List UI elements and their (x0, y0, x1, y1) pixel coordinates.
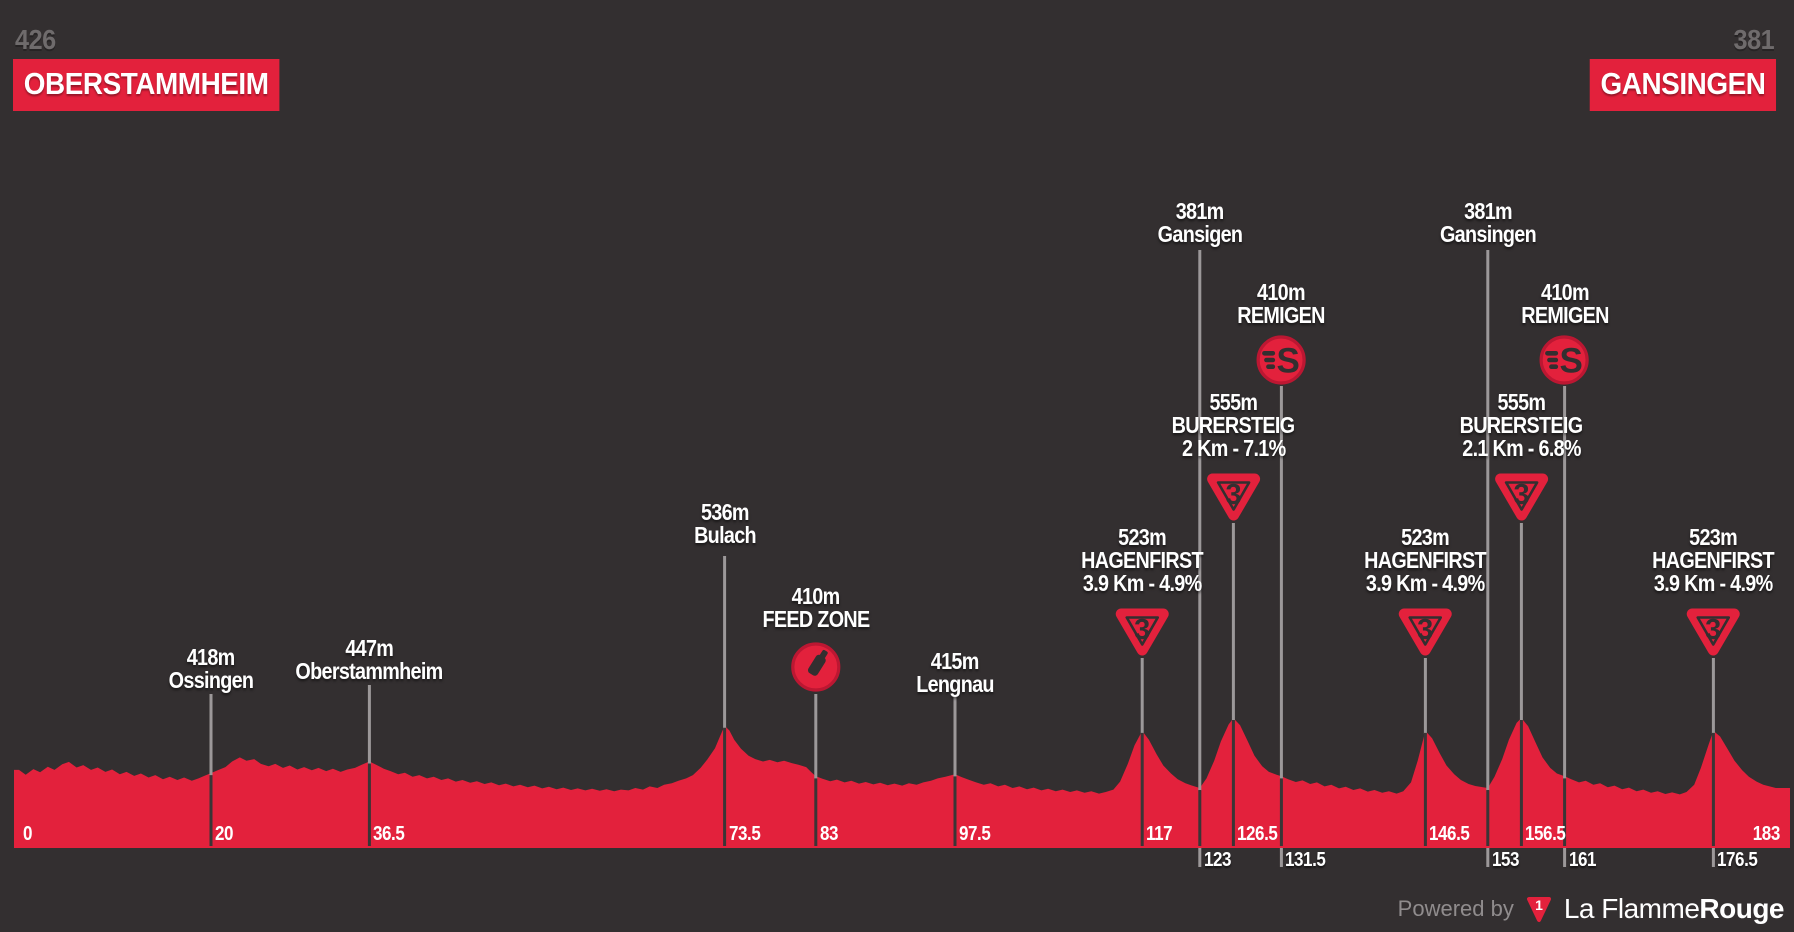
marker-remigen: 410m REMIGEN S (1231, 281, 1333, 386)
svg-text:3: 3 (1417, 614, 1433, 646)
axis-tick-156.5: 156.5 (1525, 823, 1566, 845)
sprint-icon: S (1539, 335, 1590, 385)
axis-tick-73.5: 73.5 (728, 823, 761, 845)
la-flamme-rouge-logo-icon: 1 (1526, 897, 1551, 922)
marker-name: Gansigen (1157, 221, 1243, 247)
svg-text:S: S (1277, 342, 1300, 381)
start-elevation: 426 (15, 24, 56, 55)
marker-name: HAGENFIRST (1652, 547, 1775, 573)
marker-name: FEED ZONE (762, 606, 870, 632)
marker-elevation: 418m (187, 644, 236, 670)
svg-text:S: S (1560, 342, 1583, 381)
marker-name: HAGENFIRST (1081, 547, 1204, 573)
marker-lengnau: 415m Lengnau (910, 650, 1000, 696)
marker-elevation: 381m (1463, 198, 1513, 224)
marker-elevation: 415m (931, 648, 980, 674)
marker-elevation: 410m (1257, 279, 1306, 305)
elevation-area (14, 718, 1790, 848)
sprint-icon: S (1256, 335, 1306, 385)
finish-block: 381 GANSINGEN (1569, 24, 1776, 111)
marker-name: Oberstammheim (295, 658, 444, 684)
axis-tick-126.5: 126.5 (1237, 823, 1278, 845)
marker-elevation: 410m (791, 583, 841, 609)
marker-name: Lengnau (916, 671, 994, 697)
marker-hagenfirst: 523m HAGENFIRST 3.9 Km - 4.9% 3 (1643, 526, 1785, 658)
marker-elevation: 536m (700, 499, 750, 525)
category-3-climb-icon: 3 (1115, 608, 1169, 656)
marker-elevation: 381m (1175, 198, 1225, 224)
start-town-badge: OBERSTAMMHEIM (13, 59, 280, 111)
axis-tick-183: 183 (1752, 823, 1781, 845)
category-3-climb-icon: 3 (1686, 608, 1740, 656)
brand-name: La FlammeRouge (1563, 893, 1785, 924)
marker-feed-zone: 410m FEED ZONE (754, 585, 878, 693)
marker-name: HAGENFIRST (1364, 547, 1487, 573)
category-3-climb-icon: 3 (1494, 473, 1548, 521)
marker-hagenfirst: 523m HAGENFIRST 3.9 Km - 4.9% 3 (1355, 526, 1497, 658)
axis-tick-117: 117 (1146, 823, 1173, 845)
marker-bulach: 536m Bulach (689, 501, 761, 547)
marker-gansigen: 381m Gansigen (1151, 200, 1249, 246)
marker-detail: 3.9 Km - 4.9% (1654, 570, 1773, 596)
marker-elevation: 447m (345, 635, 394, 661)
axis-tick-153: 153 (1491, 849, 1520, 871)
marker-burersteig: 555m BURERSTEIG 2 Km - 7.1% 3 (1162, 391, 1305, 523)
marker-elevation: 523m (1401, 524, 1450, 550)
svg-text:1: 1 (1535, 897, 1543, 913)
svg-text:3: 3 (1134, 614, 1150, 646)
start-block: 426 OBERSTAMMHEIM (13, 24, 309, 111)
marker-name: Bulach (693, 522, 757, 548)
marker-detail: 2.1 Km - 6.8% (1462, 435, 1581, 461)
axis-tick-83: 83 (819, 823, 838, 845)
axis-tick-146.5: 146.5 (1429, 823, 1470, 845)
marker-name: BURERSTEIG (1459, 412, 1583, 438)
marker-name: Ossingen (168, 667, 254, 693)
marker-elevation: 523m (1689, 524, 1738, 550)
marker-elevation: 410m (1540, 279, 1590, 305)
marker-hagenfirst: 523m HAGENFIRST 3.9 Km - 4.9% 3 (1071, 526, 1213, 658)
marker-name: REMIGEN (1520, 302, 1609, 328)
marker-ossingen: 418m Ossingen (162, 646, 260, 692)
axis-tick-123: 123 (1203, 849, 1232, 871)
axis-tick-161: 161 (1568, 849, 1597, 871)
marker-detail: 3.9 Km - 4.9% (1366, 570, 1485, 596)
marker-remigen: 410m REMIGEN S (1514, 281, 1616, 386)
category-3-climb-icon: 3 (1398, 608, 1452, 656)
axis-tick-0: 0 (23, 823, 33, 845)
axis-tick-131.5: 131.5 (1285, 849, 1326, 871)
marker-detail: 3.9 Km - 4.9% (1082, 570, 1202, 596)
marker-name: BURERSTEIG (1171, 412, 1295, 438)
marker-burersteig: 555m BURERSTEIG 2.1 Km - 6.8% 3 (1450, 391, 1593, 523)
category-3-climb-icon: 3 (1206, 473, 1260, 521)
marker-name: Gansingen (1439, 221, 1537, 247)
axis-tick-20: 20 (215, 823, 234, 845)
marker-name: REMIGEN (1237, 302, 1326, 328)
marker-elevation: 555m (1209, 389, 1258, 415)
marker-detail: 2 Km - 7.1% (1181, 435, 1286, 461)
footer: Powered by 1 La FlammeRouge (1397, 893, 1785, 925)
axis-tick-36.5: 36.5 (373, 823, 405, 845)
feed-zone-icon (791, 642, 841, 692)
svg-text:3: 3 (1513, 479, 1529, 511)
marker-elevation: 523m (1118, 524, 1167, 550)
axis-tick-176.5: 176.5 (1717, 849, 1758, 871)
axis-tick-97.5: 97.5 (959, 823, 991, 845)
powered-by-label: Powered by (1397, 896, 1514, 921)
marker-gansingen: 381m Gansingen (1432, 200, 1544, 246)
marker-oberstammheim: 447m Oberstammheim (284, 637, 455, 683)
finish-elevation: 381 (1733, 24, 1774, 55)
svg-text:3: 3 (1225, 479, 1241, 511)
marker-elevation: 555m (1497, 389, 1546, 415)
svg-text:3: 3 (1705, 614, 1721, 646)
finish-town-badge: GANSINGEN (1589, 59, 1776, 111)
